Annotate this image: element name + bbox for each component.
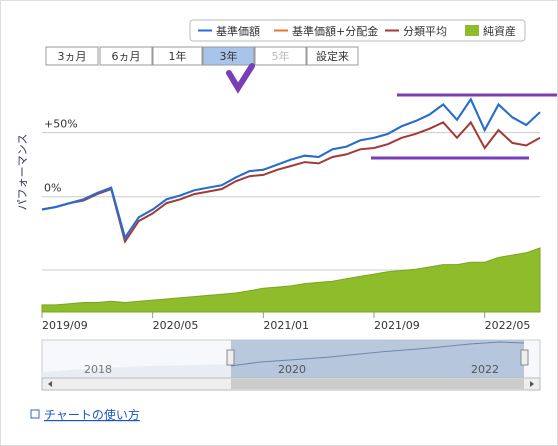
line-series: [41, 120, 541, 244]
area-series: [41, 247, 541, 313]
range-button-label[interactable]: 3ヵ月: [58, 50, 87, 63]
scrollbar-thumb[interactable]: [231, 379, 524, 389]
line-series: [41, 97, 541, 241]
navigator-label: 2018: [84, 363, 112, 376]
legend-label[interactable]: 純資産: [483, 25, 516, 38]
legend: 基準価額 基準価額+分配金 分類平均 純資産: [198, 24, 516, 38]
range-buttons: 3ヵ月 6ヵ月 1年 3年 5年 設定来: [45, 46, 359, 66]
range-button-label[interactable]: 3年: [220, 49, 238, 63]
range-button[interactable]: [99, 46, 153, 66]
range-button[interactable]: [152, 46, 203, 66]
legend-swatch[interactable]: [465, 25, 479, 36]
navigator-handle[interactable]: [226, 349, 235, 366]
x-tick-label: 2021/09: [374, 319, 420, 332]
x-tick-label: 2019/09: [42, 319, 88, 332]
check-annotation: [226, 63, 255, 94]
y-tick-label: 0%: [44, 182, 61, 195]
navigator-handle[interactable]: [520, 349, 529, 366]
legend-label[interactable]: 基準価額: [216, 24, 260, 38]
link-icon: [30, 409, 40, 419]
range-button[interactable]: [45, 46, 99, 66]
y-axis-label: パフォーマンス: [16, 134, 29, 211]
range-button-label[interactable]: 設定来: [316, 49, 349, 63]
legend-label[interactable]: 基準価額+分配金: [292, 24, 378, 38]
range-button: [254, 46, 307, 66]
x-tick-label: 2021/01: [263, 319, 309, 332]
legend-box: [189, 19, 526, 42]
navigator-label: 2020: [278, 363, 306, 376]
range-button-label: 5年: [272, 49, 290, 63]
range-button[interactable]: [202, 46, 255, 66]
legend-label[interactable]: 分類平均: [403, 25, 447, 38]
range-button-label[interactable]: 1年: [169, 49, 187, 63]
range-button-label[interactable]: 6ヵ月: [112, 50, 141, 63]
navigator-label: 2022: [471, 363, 499, 376]
x-tick-label: 2020/05: [153, 319, 199, 332]
navigator-selection[interactable]: [231, 340, 524, 378]
help-link[interactable]: チャートの使い方: [44, 407, 140, 422]
navigator-line: [230, 341, 525, 367]
y-tick-label: +50%: [44, 118, 78, 131]
x-tick-label: 2022/05: [485, 319, 531, 332]
range-button[interactable]: [306, 46, 359, 66]
